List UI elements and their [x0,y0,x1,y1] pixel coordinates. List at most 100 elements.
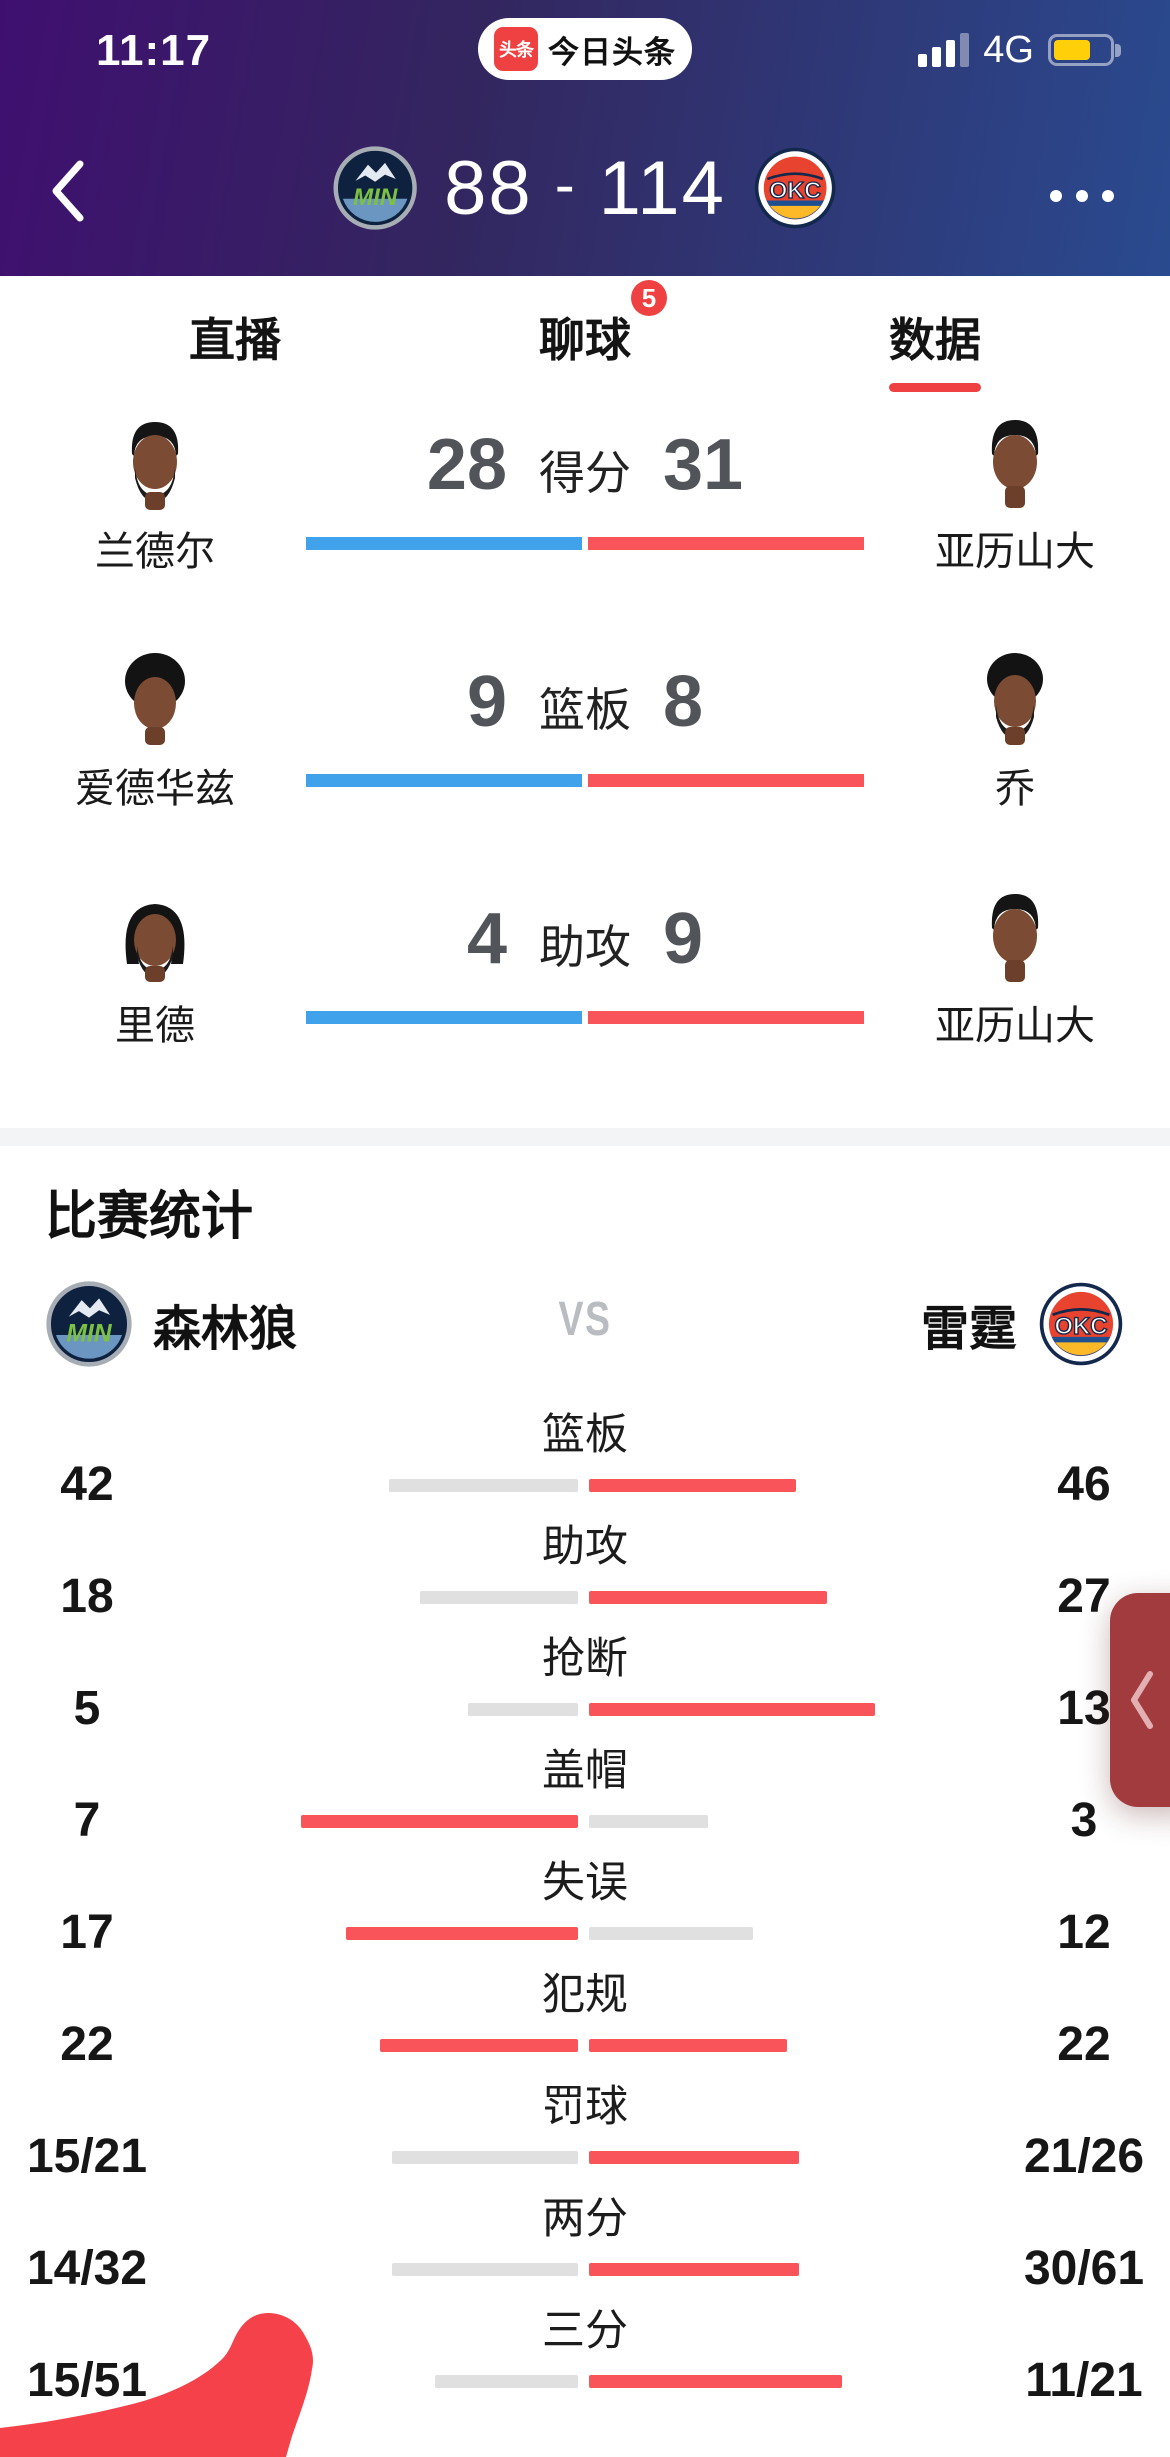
compare-bar-away [588,537,864,550]
stat-row: 篮板 42 46 [0,1410,1170,1522]
active-tab-underline [889,383,981,392]
team-home: MIN 森林狼 [45,1278,297,1370]
stat-bar-right [589,1927,753,1940]
stat-bar-left [389,1479,578,1492]
stat-bar-left [346,1927,578,1940]
player-avatar-icon [125,904,185,982]
tab-data[interactable]: 数据 [760,276,1110,398]
compare-stat-label: 得分 [539,447,631,499]
okc-logo-icon: OKC [754,147,836,229]
ellipsis-icon [1050,190,1062,202]
stat-bar-left [301,1815,578,1828]
stat-bar-right [589,1703,875,1716]
clock: 11:17 [96,26,212,75]
compare-value-left: 4 [466,899,507,979]
player-name: 亚历山大 [935,530,1095,574]
stat-value-left: 17 [60,1906,114,1959]
player-avatar-icon [125,653,185,745]
side-drawer-tab[interactable] [1110,1593,1170,1807]
nav-bar: MIN 88 - 114 OKC [0,100,1170,276]
stat-row: 盖帽 7 3 [0,1746,1170,1858]
tab-bar: 直播 聊球 5 数据 [0,276,1170,398]
away-score: 114 [598,145,726,231]
score: 88 - 114 [444,145,726,232]
stat-label: 罚球 [542,2083,628,2131]
toutiao-pill[interactable]: 头条 今日头条 [478,18,692,80]
stat-value-right: 22 [1057,2018,1111,2071]
header-gradient: 11:17 头条 今日头条 4G [0,0,1170,276]
compare-row: 爱德华兹 9 篮板 8 乔 [0,635,1170,872]
stat-value-right: 21/26 [1023,2130,1145,2183]
stat-bar-right [589,1591,827,1604]
svg-text:MIN: MIN [353,184,398,211]
compare-values: 28 得分 31 [427,424,743,506]
compare-stat-label: 篮板 [539,684,631,736]
compare-value-left: 9 [466,662,507,742]
status-bar: 11:17 头条 今日头条 4G [0,0,1170,100]
stat-value-right: 3 [1070,1794,1098,1847]
compare-bars [306,1011,864,1024]
stat-row: 三分 15/51 11/21 [0,2306,1170,2418]
compare-bars [306,774,864,787]
compare-stat-label: 助攻 [539,921,631,973]
stat-value-right: 12 [1057,1906,1111,1959]
section-separator [0,1128,1170,1146]
stat-row: 助攻 18 27 [0,1522,1170,1634]
section-title: 比赛统计 [45,1188,254,1246]
stat-value-left: 15/21 [26,2130,148,2183]
battery-icon [1048,34,1121,66]
svg-text:MIN: MIN [66,1320,112,1347]
stat-value-right: 30/61 [1023,2242,1145,2295]
stat-bar-right [589,2151,799,2164]
compare-bar-home [306,774,582,787]
team-away: 雷霆 OKC [921,1278,1125,1370]
stat-label: 抢断 [542,1635,628,1683]
stat-row: 罚球 15/21 21/26 [0,2082,1170,2194]
chat-badge: 5 [631,280,667,316]
player-name: 爱德华兹 [75,767,235,811]
stat-value-left: 22 [60,2018,114,2071]
signal-icon [918,33,970,67]
back-button[interactable] [46,156,106,226]
tab-live[interactable]: 直播 [189,314,281,366]
player-name: 亚历山大 [935,1004,1095,1048]
stat-bar-right [589,2263,799,2276]
vs-label: VS [558,1293,612,1346]
stat-bar-right [589,2375,842,2388]
stat-value-left: 14/32 [26,2242,148,2295]
compare-bars [306,537,864,550]
min-logo-icon: MIN [333,146,417,230]
game-stats-section: 比赛统计 MIN 森林狼 VS 雷霆 [0,1146,1170,2457]
compare-row: 兰德尔 28 得分 31 亚历山大 [0,398,1170,635]
stat-value-right: 13 [1057,1682,1111,1735]
stat-bar-left [392,2263,578,2276]
compare-value-right: 31 [663,425,744,505]
min-logo-icon: MIN [46,1281,132,1367]
stat-label: 两分 [542,2195,628,2243]
chevron-left-icon [52,160,84,222]
player-name: 兰德尔 [95,530,215,574]
stat-value-left: 18 [60,1570,114,1623]
tab-chat[interactable]: 聊球 5 [410,276,760,398]
player-compare-section: 兰德尔 28 得分 31 亚历山大 爱德华兹 [0,398,1170,1109]
stat-label: 篮板 [542,1411,628,1459]
stat-bar-right [589,1479,796,1492]
compare-values: 9 篮板 8 [467,661,703,743]
stat-row: 失误 17 12 [0,1858,1170,1970]
svg-text:OKC: OKC [769,177,821,203]
compare-value-right: 8 [663,662,704,742]
toutiao-label: 今日头条 [548,34,676,70]
compare-bar-home [306,537,582,550]
team-home-name: 森林狼 [153,1303,298,1356]
more-button[interactable] [1050,180,1114,212]
svg-text:OKC: OKC [1055,1313,1108,1340]
compare-value-right: 9 [663,899,704,979]
score-header: MIN 88 - 114 OKC [332,100,838,276]
stat-value-right: 46 [1057,1458,1111,1511]
compare-row: 里德 4 助攻 9 亚历山大 [0,872,1170,1109]
stat-bar-right [589,2039,787,2052]
stat-row: 抢断 5 13 [0,1634,1170,1746]
team-away-name: 雷霆 [920,1303,1017,1356]
toutiao-logo-icon: 头条 [494,27,538,71]
